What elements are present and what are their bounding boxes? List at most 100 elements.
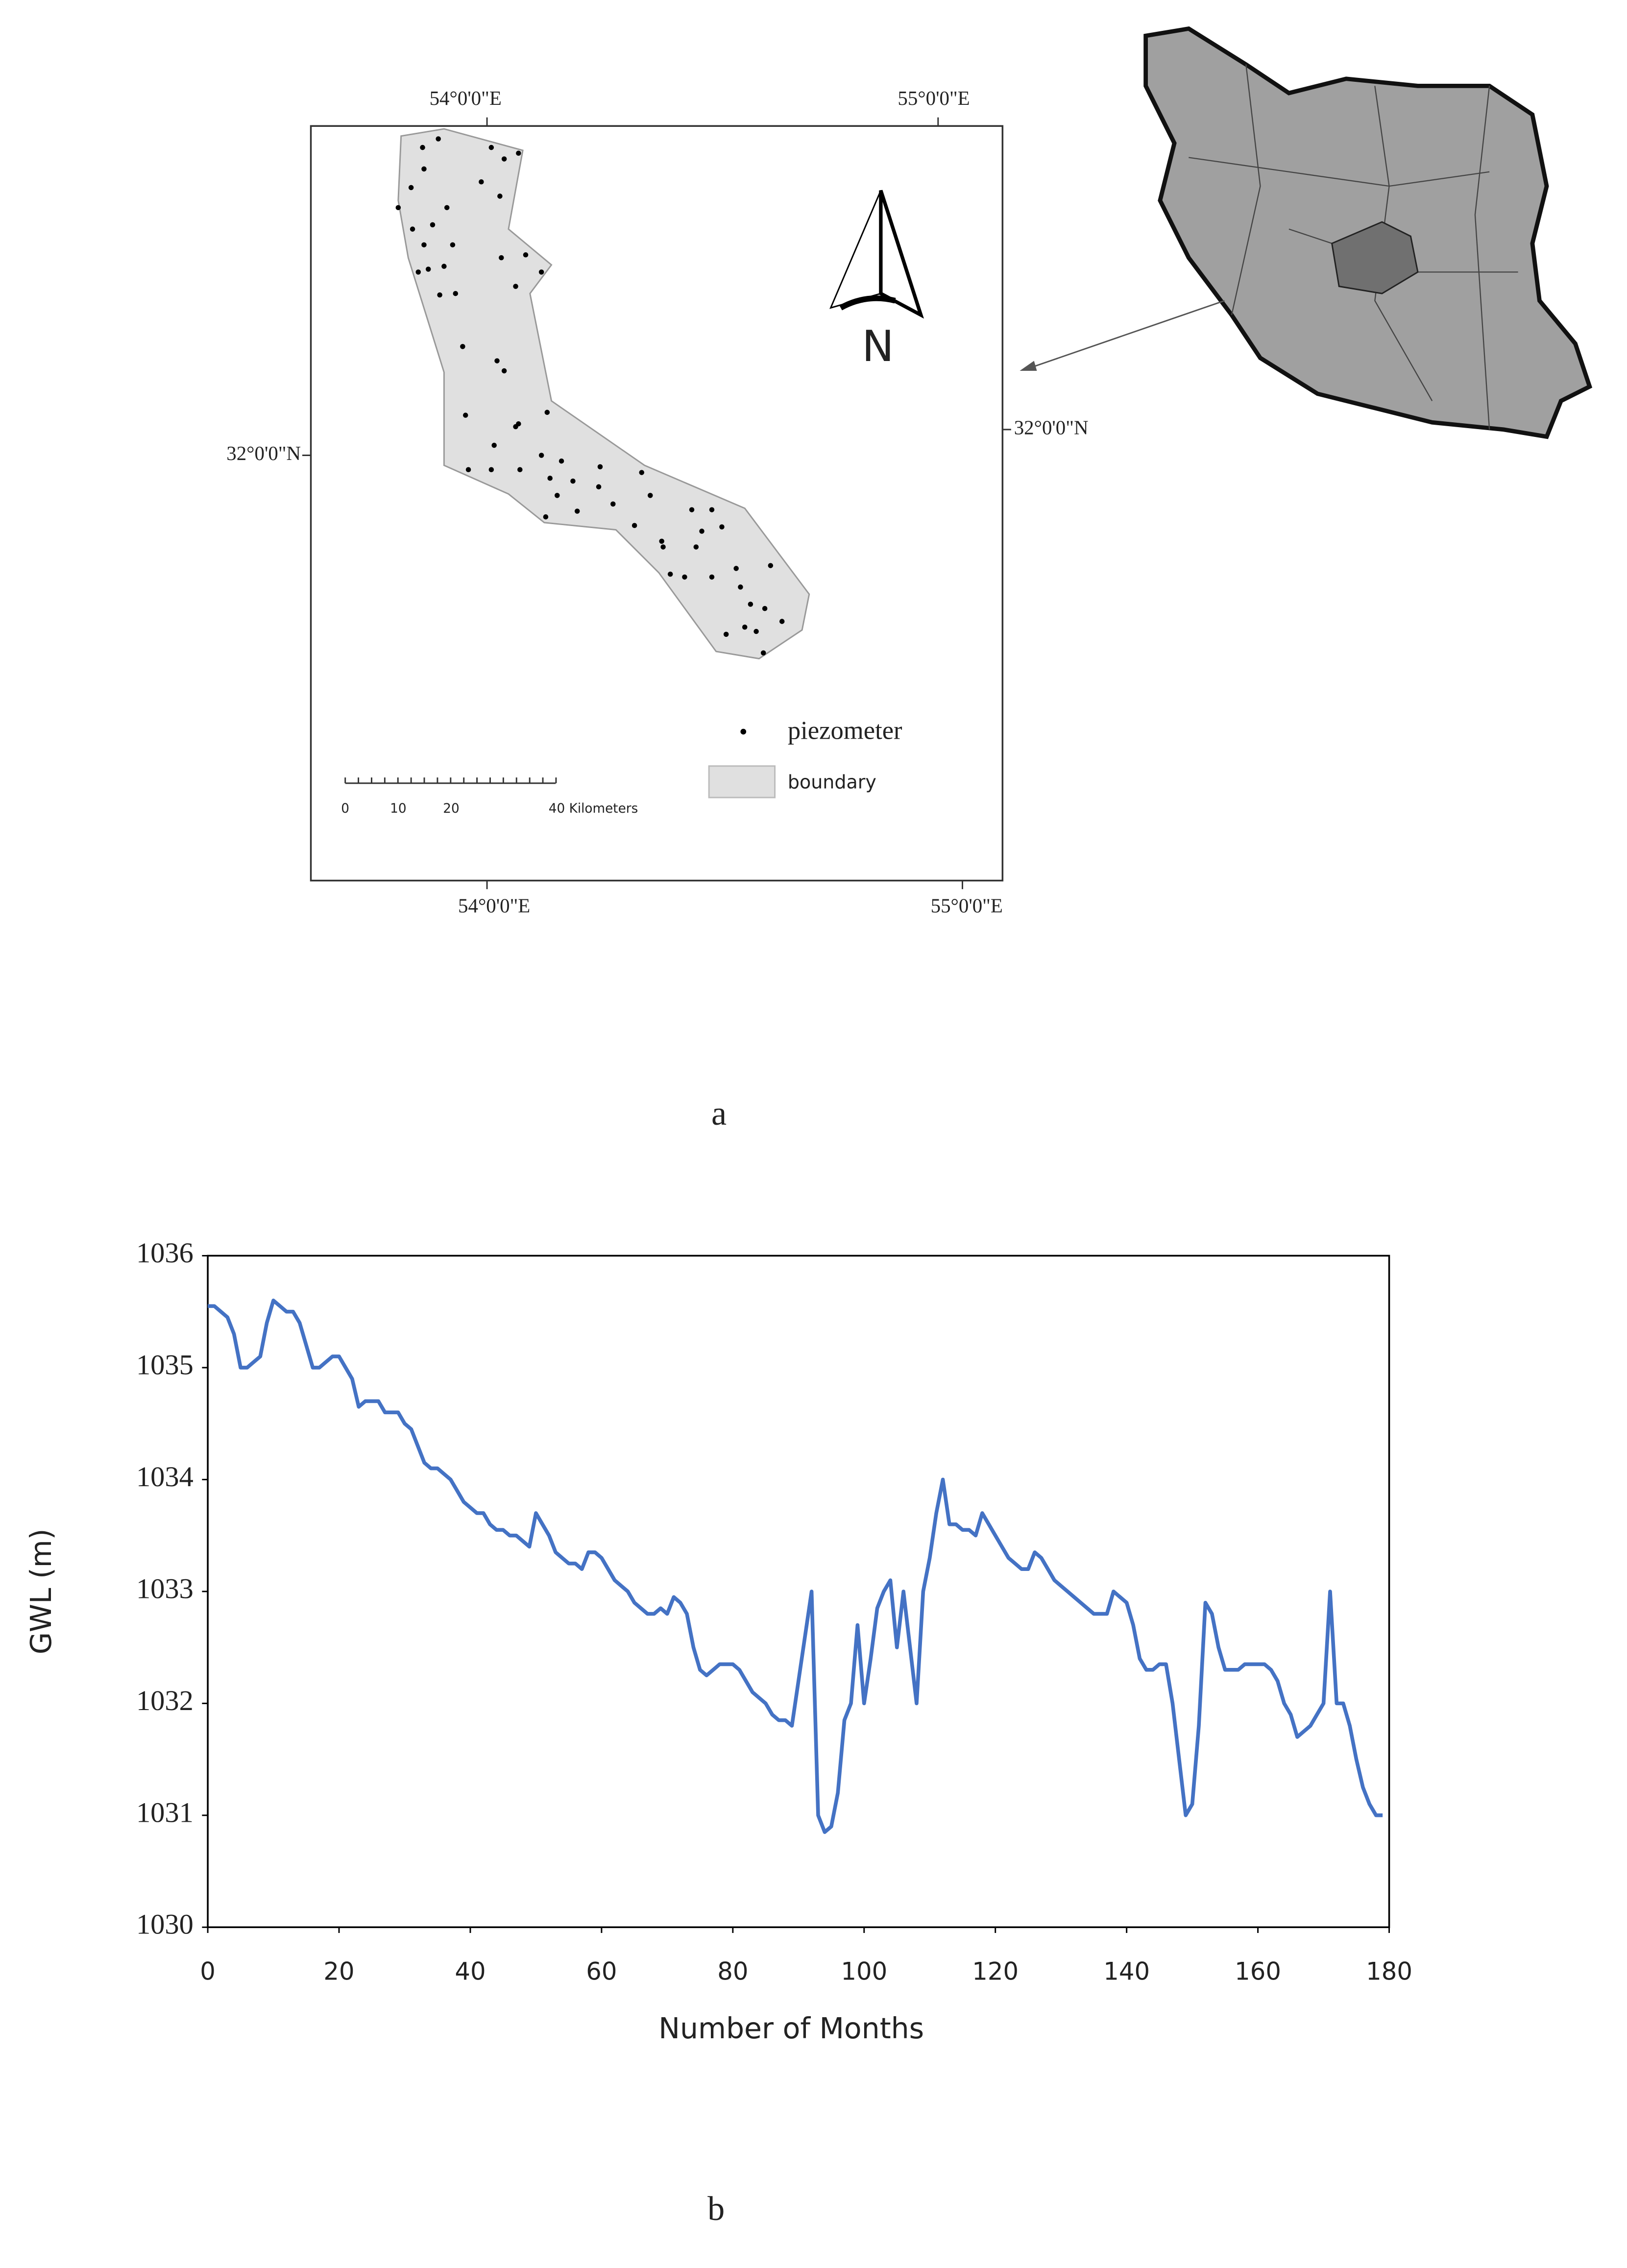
piezometer xyxy=(570,478,576,484)
y-tick-label: 1035 xyxy=(136,1349,194,1380)
piezometer xyxy=(659,538,664,544)
piezometer xyxy=(660,544,666,550)
scale-bar xyxy=(344,777,557,784)
piezometer xyxy=(639,470,645,475)
piezometer xyxy=(523,252,529,258)
scale-label: 40 Kilometers xyxy=(549,801,638,816)
piezometer xyxy=(709,574,715,580)
piezometer xyxy=(450,242,456,248)
piezometer xyxy=(395,205,401,211)
x-tick-label: 60 xyxy=(586,1957,617,1985)
piezometer xyxy=(430,222,436,228)
pointer-arrow xyxy=(1025,300,1225,370)
piezometer xyxy=(444,205,450,211)
piezometer xyxy=(497,193,503,199)
caption: b xyxy=(707,2190,725,2228)
legend-dot xyxy=(740,728,747,735)
piezometer xyxy=(436,136,441,142)
piezometer xyxy=(667,571,673,577)
study-area xyxy=(397,128,810,660)
piezometer xyxy=(437,292,442,298)
scale-label: 20 xyxy=(443,801,459,816)
piezometer xyxy=(501,156,507,162)
piezometer xyxy=(538,453,544,458)
piezometer xyxy=(462,412,468,418)
piezometer xyxy=(682,574,687,580)
y-tick-label: 1034 xyxy=(136,1461,194,1493)
piezometer xyxy=(538,269,544,275)
piezometer xyxy=(610,501,616,507)
x-tick-label: 80 xyxy=(717,1957,748,1985)
piezometer xyxy=(499,255,504,261)
x-axis-label: Number of Months xyxy=(658,2012,924,2045)
x-tick-label: 20 xyxy=(323,1957,354,1985)
piezometer xyxy=(408,185,414,191)
piezometer xyxy=(631,523,637,528)
coord-label: 55°0'0"E xyxy=(931,895,1003,917)
piezometer xyxy=(733,566,739,571)
piezometer xyxy=(516,421,521,427)
piezometer xyxy=(648,493,653,498)
x-tick-label: 120 xyxy=(972,1957,1019,1985)
plot-frame xyxy=(207,1255,1390,1929)
x-tick-label: 0 xyxy=(200,1957,216,1985)
piezometer xyxy=(748,602,753,607)
piezometers xyxy=(395,136,785,656)
piezometer xyxy=(738,584,743,590)
piezometer xyxy=(574,508,580,514)
x-tick-label: 100 xyxy=(841,1957,887,1985)
piezometer xyxy=(768,563,774,568)
line-chart: 1030 1031 1032 1033 1034 1035 1036 0 20 40 60 80 100… xyxy=(24,1237,1412,2228)
piezometer xyxy=(693,544,699,550)
coord-label: 55°0'0"E xyxy=(898,87,970,109)
piezometer xyxy=(543,514,549,520)
piezometer xyxy=(410,226,415,232)
scale-label: 0 xyxy=(341,801,349,816)
x-tick-label: 140 xyxy=(1103,1957,1150,1985)
piezometer xyxy=(559,458,564,464)
piezometer xyxy=(501,368,507,374)
piezometer xyxy=(479,179,484,185)
piezometer xyxy=(425,266,431,272)
x-tick-label: 40 xyxy=(455,1957,486,1985)
piezometer xyxy=(517,467,523,472)
coord-label: 54°0'0"E xyxy=(458,895,530,917)
piezometer xyxy=(460,344,465,349)
highlight-province xyxy=(1331,221,1419,294)
x-tick-label: 160 xyxy=(1235,1957,1281,1985)
piezometer xyxy=(494,358,500,363)
piezometer xyxy=(709,507,715,512)
piezometer xyxy=(491,442,497,448)
y-tick-label: 1030 xyxy=(136,1908,194,1940)
piezometer xyxy=(421,166,427,172)
piezometer xyxy=(547,476,553,481)
piezometer xyxy=(441,264,447,269)
x-tick-label: 180 xyxy=(1366,1957,1412,1985)
north-label: N xyxy=(862,321,894,371)
north-arrow xyxy=(879,190,924,319)
piezometer xyxy=(513,284,518,289)
y-axis-label: GWL (m) xyxy=(24,1529,58,1655)
gwl-line xyxy=(208,1299,1383,1834)
coord-label: 54°0'0"E xyxy=(430,87,502,109)
y-tick-label: 1032 xyxy=(136,1685,194,1716)
y-tick-label: 1033 xyxy=(136,1572,194,1604)
piezometer xyxy=(420,145,425,150)
coord-label: 32°0'0"N xyxy=(226,442,301,464)
y-tick-label: 1031 xyxy=(136,1796,194,1828)
piezometer xyxy=(779,619,785,624)
y-tick-label: 1036 xyxy=(136,1237,194,1269)
legend-label: piezometer xyxy=(788,717,902,745)
north-arrow xyxy=(839,295,896,311)
legend-label: boundary xyxy=(788,771,876,793)
piezometer xyxy=(488,145,494,150)
piezometer xyxy=(488,467,494,472)
piezometer xyxy=(555,493,560,498)
piezometer xyxy=(465,467,471,472)
piezometer xyxy=(762,606,768,611)
piezometer xyxy=(723,631,729,637)
piezometer xyxy=(516,150,521,156)
piezometer xyxy=(760,650,766,656)
piezometer xyxy=(415,269,421,275)
